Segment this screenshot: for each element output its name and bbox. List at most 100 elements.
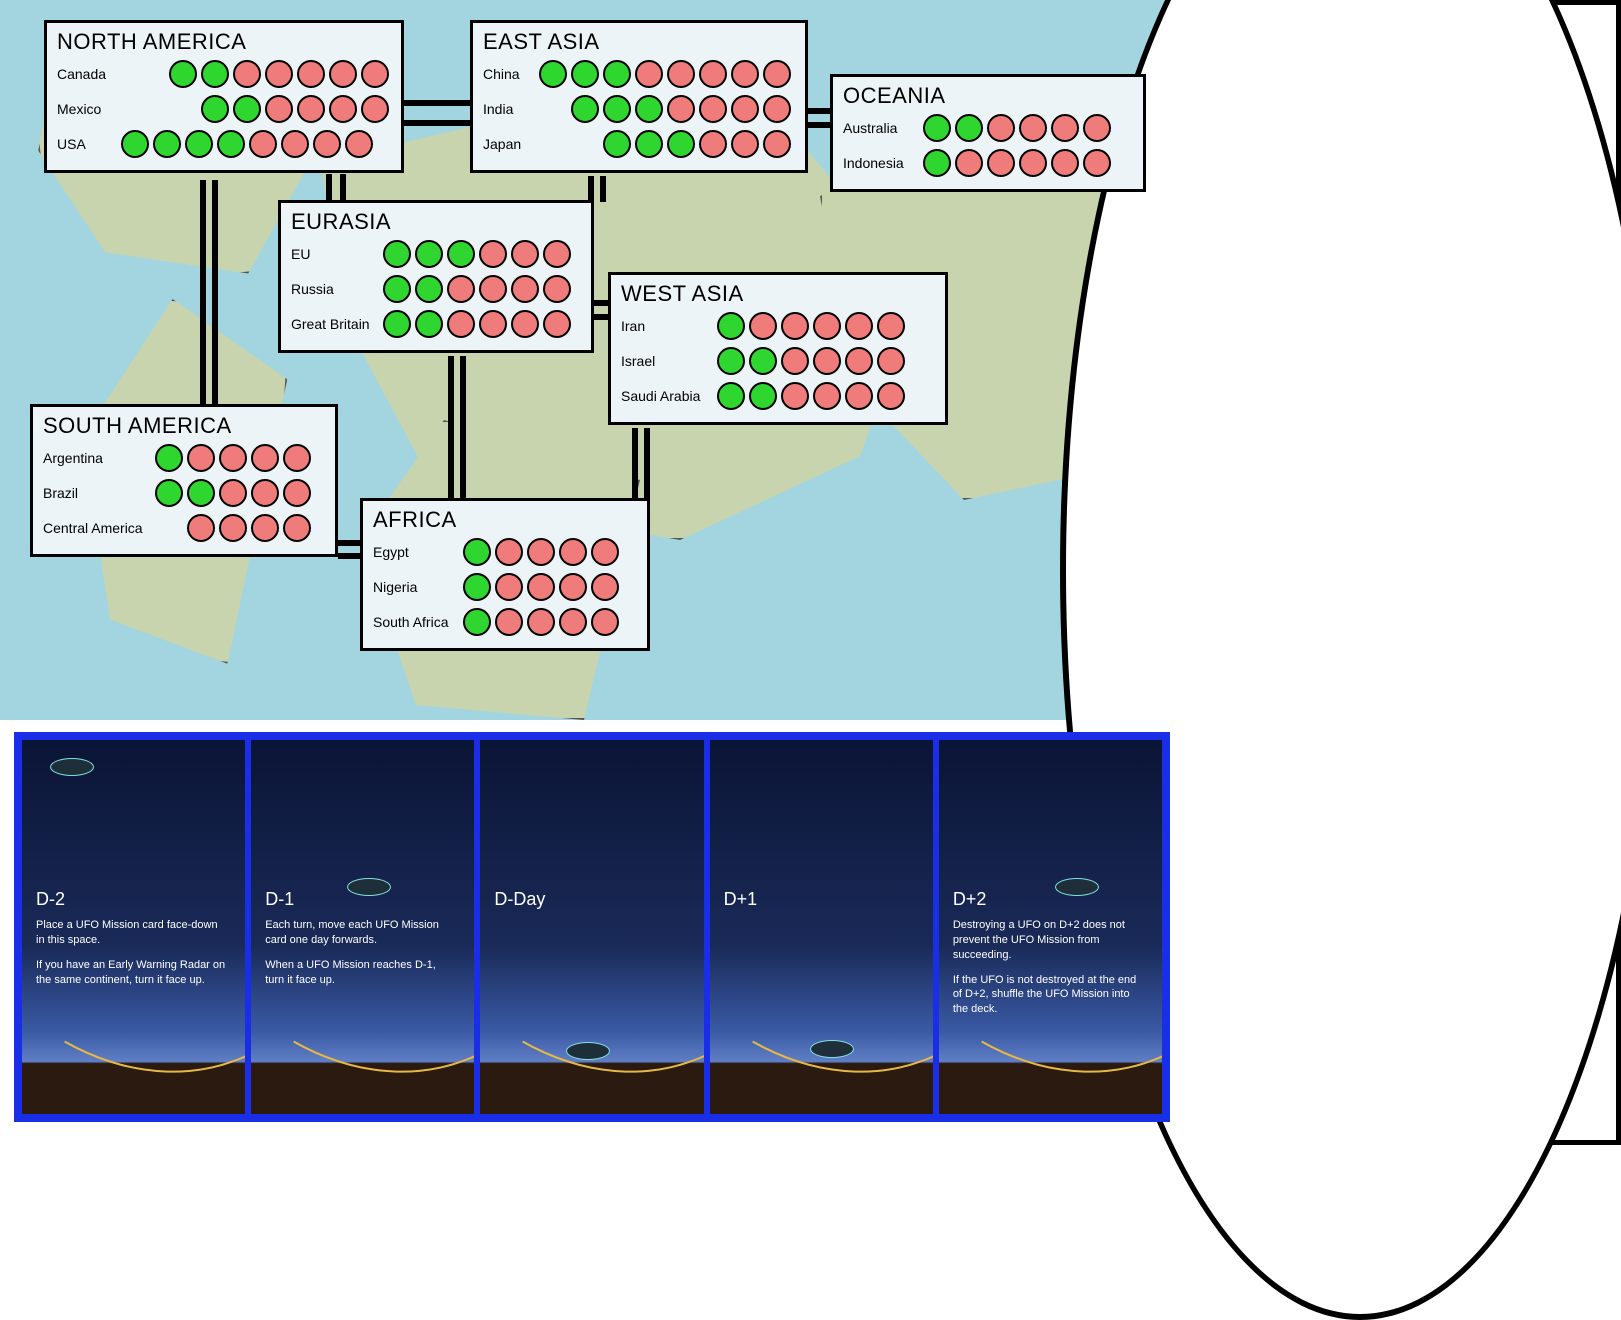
funding-dot-red: [251, 479, 279, 507]
funding-dot-red: [283, 479, 311, 507]
funding-dot-red: [233, 60, 261, 88]
funding-dot-green: [955, 114, 983, 142]
funding-dot-red: [283, 444, 311, 472]
funding-dot-red: [543, 240, 571, 268]
funding-dot-green: [717, 347, 745, 375]
day-text: If you have an Early Warning Radar on th…: [36, 958, 226, 988]
spacer: [112, 74, 139, 75]
region-east-asia[interactable]: EAST ASIAChinaIndiaJapan: [470, 20, 808, 173]
funding-dot-green: [185, 130, 213, 158]
funding-dot-red: [249, 130, 277, 158]
funding-dot-red: [543, 275, 571, 303]
day-card-d-day[interactable]: D-Day: [480, 740, 703, 1114]
region-eurasia[interactable]: EURASIAEURussiaGreat Britain: [278, 200, 594, 353]
country-row: Russia: [291, 272, 581, 306]
connector: [338, 540, 360, 546]
funding-dot-red: [813, 347, 841, 375]
funding-dot-red: [749, 312, 777, 340]
funding-dot-red: [219, 444, 247, 472]
funding-dot-red: [479, 275, 507, 303]
ufo-icon: [50, 758, 94, 776]
ufo-icon: [566, 1042, 610, 1060]
funding-dot-red: [1051, 114, 1079, 142]
day-text: When a UFO Mission reaches D-1, turn it …: [265, 958, 455, 988]
funding-dot-red: [987, 114, 1015, 142]
funding-dot-red: [731, 130, 759, 158]
day-text: Each turn, move each UFO Mission card on…: [265, 918, 455, 948]
connector: [808, 108, 830, 114]
region-title: EAST ASIA: [483, 29, 795, 55]
funding-dot-red: [479, 310, 507, 338]
funding-dot-red: [543, 310, 571, 338]
funding-dot-red: [1083, 149, 1111, 177]
country-row: Central America: [43, 511, 325, 545]
funding-dot-red: [511, 240, 539, 268]
funding-dot-red: [667, 60, 695, 88]
connector: [632, 428, 638, 498]
funding-dot-red: [329, 95, 357, 123]
funding-dot-red: [187, 514, 215, 542]
funding-dot-red: [283, 514, 311, 542]
region-south-america[interactable]: SOUTH AMERICAArgentinaBrazilCentral Amer…: [30, 404, 338, 557]
day-card-d-minus-1[interactable]: D-1Each turn, move each UFO Mission card…: [251, 740, 474, 1114]
country-row: USA: [57, 127, 391, 161]
funding-dot-green: [923, 149, 951, 177]
connector: [200, 180, 206, 404]
world-map: NORTH AMERICA Canada Mexico USA EAST ASIAChi…: [0, 0, 1180, 720]
funding-dot-green: [749, 382, 777, 410]
funding-dot-red: [591, 573, 619, 601]
region-title: AFRICA: [373, 507, 637, 533]
funding-dot-green: [635, 130, 663, 158]
connector: [404, 120, 470, 126]
funding-dot-green: [571, 95, 599, 123]
country-label: Canada: [57, 66, 106, 82]
funding-dot-green: [717, 312, 745, 340]
funding-dot-red: [763, 130, 791, 158]
country-label: Great Britain: [291, 316, 375, 332]
funding-dot-red: [955, 149, 983, 177]
region-title: NORTH AMERICA: [57, 29, 391, 55]
ufo-icon: [1055, 878, 1099, 896]
funding-dot-red: [763, 60, 791, 88]
funding-dot-green: [603, 60, 631, 88]
funding-dot-green: [603, 95, 631, 123]
funding-dot-red: [447, 275, 475, 303]
funding-dot-red: [313, 130, 341, 158]
funding-dot-red: [495, 538, 523, 566]
country-label: Nigeria: [373, 579, 455, 595]
country-label: Mexico: [57, 101, 107, 117]
spacer: [113, 109, 142, 110]
country-row: Mexico: [57, 92, 391, 126]
funding-dot-red: [187, 444, 215, 472]
connector: [338, 553, 360, 559]
funding-dot-red: [1019, 114, 1047, 142]
funding-dot-red: [495, 573, 523, 601]
region-africa[interactable]: AFRICAEgyptNigeriaSouth Africa: [360, 498, 650, 651]
funding-dot-green: [121, 130, 149, 158]
funding-dot-green: [201, 95, 229, 123]
day-card-d-plus-1[interactable]: D+1: [710, 740, 933, 1114]
region-west-asia[interactable]: WEST ASIAIranIsraelSaudi Arabia: [608, 272, 948, 425]
funding-dot-green: [169, 60, 197, 88]
country-label: South Africa: [373, 614, 455, 630]
country-label: Iran: [621, 318, 709, 334]
country-label: Japan: [483, 136, 531, 152]
country-row: China: [483, 57, 795, 91]
region-north-america[interactable]: NORTH AMERICA Canada Mexico USA: [44, 20, 404, 173]
funding-dot-green: [717, 382, 745, 410]
funding-dot-red: [781, 347, 809, 375]
connector: [460, 356, 466, 498]
funding-dot-red: [479, 240, 507, 268]
funding-dot-red: [635, 60, 663, 88]
country-row: Brazil: [43, 476, 325, 510]
funding-dot-red: [877, 347, 905, 375]
funding-dot-red: [527, 538, 555, 566]
region-oceania[interactable]: OCEANIAAustraliaIndonesia: [830, 74, 1146, 192]
day-title: D-2: [36, 889, 231, 910]
day-card-d-minus-2[interactable]: D-2Place a UFO Mission card face-down in…: [22, 740, 245, 1114]
funding-dot-red: [265, 60, 293, 88]
day-card-d-plus-2[interactable]: D+2Destroying a UFO on D+2 does not prev…: [939, 740, 1162, 1114]
funding-dot-red: [219, 514, 247, 542]
funding-dot-red: [731, 60, 759, 88]
funding-dot-green: [201, 60, 229, 88]
